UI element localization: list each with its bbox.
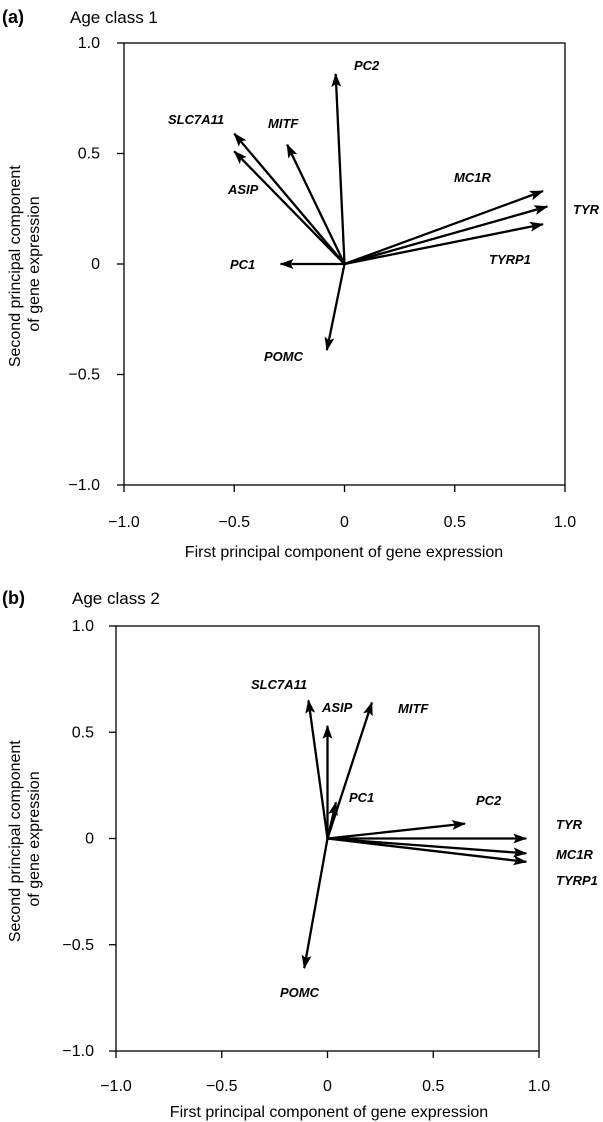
panel-a-vector-asip (233, 150, 346, 265)
panel-b: (b) Age class 2 −1.0 −0.5 0 0.5 1.0 −1.0 −0.5 0… (2, 588, 598, 1121)
panel-b-y-axis-label: Second principal component of gene expre… (7, 736, 43, 942)
panel-a-y-tick-label: −1.0 (68, 477, 100, 494)
panel-a-y-tick-label: −0.5 (68, 367, 100, 384)
panel-b-vector-label-asip: ASIP (321, 700, 353, 715)
panel-b-x-tick-label: 1.0 (528, 1078, 550, 1095)
panel-b-y-tick-label: 0.5 (72, 724, 94, 741)
panel-a-vector-label-tyrp1: TYRP1 (489, 252, 531, 267)
panel-a: (a) Age class 1 −1.0 −0.5 0 0.5 1.0 −1.0 −0.5 0… (2, 7, 600, 561)
panel-b-vector-mc1r (327, 837, 528, 858)
panel-b-vector-pc2 (327, 820, 466, 840)
panel-b-vector-label-mc1r: MC1R (556, 847, 593, 862)
panel-a-vector-pomc (324, 263, 346, 352)
panel-a-title: Age class 1 (70, 8, 158, 27)
panel-b-letter: (b) (2, 588, 25, 608)
panel-a-vector-label-asip: ASIP (227, 182, 259, 197)
panel-b-y-axis-label-line-1: Second principal component (7, 740, 24, 942)
panel-a-y-axis-label-line-2: of gene expression (26, 196, 43, 331)
panel-a-x-tick-label: 0.5 (444, 514, 466, 531)
panel-a-x-tick-label: 0 (340, 514, 349, 531)
panel-b-vector-label-slc7a11: SLC7A11 (251, 677, 307, 692)
panel-b-ticks: −1.0 −0.5 0 0.5 1.0 −1.0 −0.5 0 0.5 1.0 (62, 618, 550, 1095)
panel-a-vector-label-slc7a11: SLC7A11 (168, 112, 224, 127)
panel-a-letter: (a) (2, 7, 24, 27)
panel-b-y-tick-label: 0 (85, 831, 94, 848)
panel-a-y-tick-label: 0 (91, 256, 100, 273)
panel-b-x-tick-label: −1.0 (100, 1078, 132, 1095)
panel-a-vector-tyr (344, 205, 549, 266)
panel-a-vector-pc2 (331, 72, 346, 265)
panel-a-y-tick-label: 0.5 (78, 146, 100, 163)
panel-b-vector-mitf (326, 701, 374, 839)
panel-b-y-axis-label-line-2: of gene expression (26, 771, 43, 906)
panel-b-x-tick-label: 0.5 (422, 1078, 444, 1095)
panel-a-vector-label-pc1: PC1 (230, 257, 255, 272)
panel-b-vector-slc7a11 (305, 699, 329, 839)
panel-b-x-tick-label: 0 (323, 1078, 332, 1095)
panel-a-y-axis-label-line-1: Second principal component (7, 165, 24, 367)
panel-b-title: Age class 2 (72, 589, 160, 608)
panel-a-vector-mc1r (344, 189, 544, 266)
panel-a-x-axis-label: First principal component of gene expres… (185, 544, 503, 561)
panel-b-y-tick-label: −0.5 (62, 937, 94, 954)
panel-a-vector-label-mitf: MITF (268, 116, 299, 131)
panel-b-y-tick-label: −1.0 (62, 1043, 94, 1060)
panel-a-x-tick-label: −1.0 (108, 514, 140, 531)
panel-b-vector-label-pomc: POMC (280, 985, 320, 1000)
panel-a-ticks: −1.0 −0.5 0 0.5 1.0 −1.0 −0.5 0 0.5 1.0 (68, 35, 576, 531)
panel-b-vectors: SLC7A11 ASIP MITF PC1 PC2 TYR MC1R TYRP1 POMC (251, 677, 598, 1000)
panel-a-y-axis-label: Second principal component of gene expre… (7, 161, 43, 367)
panel-a-vectors: PC2 MITF SLC7A11 ASIP PC1 POMC MC1R TYR TYRP1 (168, 58, 600, 364)
panel-b-vector-pc1 (326, 801, 338, 839)
panel-a-y-tick-label: 1.0 (78, 35, 100, 52)
panel-b-x-axis-label: First principal component of gene expres… (170, 1104, 488, 1121)
panel-a-x-tick-label: 1.0 (554, 514, 576, 531)
panel-b-vector-pomc (301, 838, 329, 970)
panel-a-x-tick-label: −0.5 (218, 514, 250, 531)
panel-b-vector-label-pc1: PC1 (349, 790, 374, 805)
panel-a-vector-label-pomc: POMC (264, 349, 304, 364)
panel-b-vector-label-tyr: TYR (556, 817, 583, 832)
panel-a-vector-mitf (286, 143, 346, 265)
panel-a-vector-slc7a11 (233, 132, 346, 265)
panel-b-vector-label-pc2: PC2 (476, 793, 502, 808)
panel-b-vector-label-mitf: MITF (398, 701, 429, 716)
panel-b-y-tick-label: 1.0 (72, 618, 94, 635)
panel-a-vector-label-pc2: PC2 (354, 58, 380, 73)
panel-a-vector-tyrp1 (344, 221, 544, 266)
panel-b-vector-label-tyrp1: TYRP1 (556, 873, 598, 888)
panel-a-vector-label-tyr: TYR (573, 202, 600, 217)
panel-b-vector-tyrp1 (327, 837, 528, 866)
panel-b-x-tick-label: −0.5 (206, 1078, 238, 1095)
panel-a-vector-label-mc1r: MC1R (454, 170, 491, 185)
